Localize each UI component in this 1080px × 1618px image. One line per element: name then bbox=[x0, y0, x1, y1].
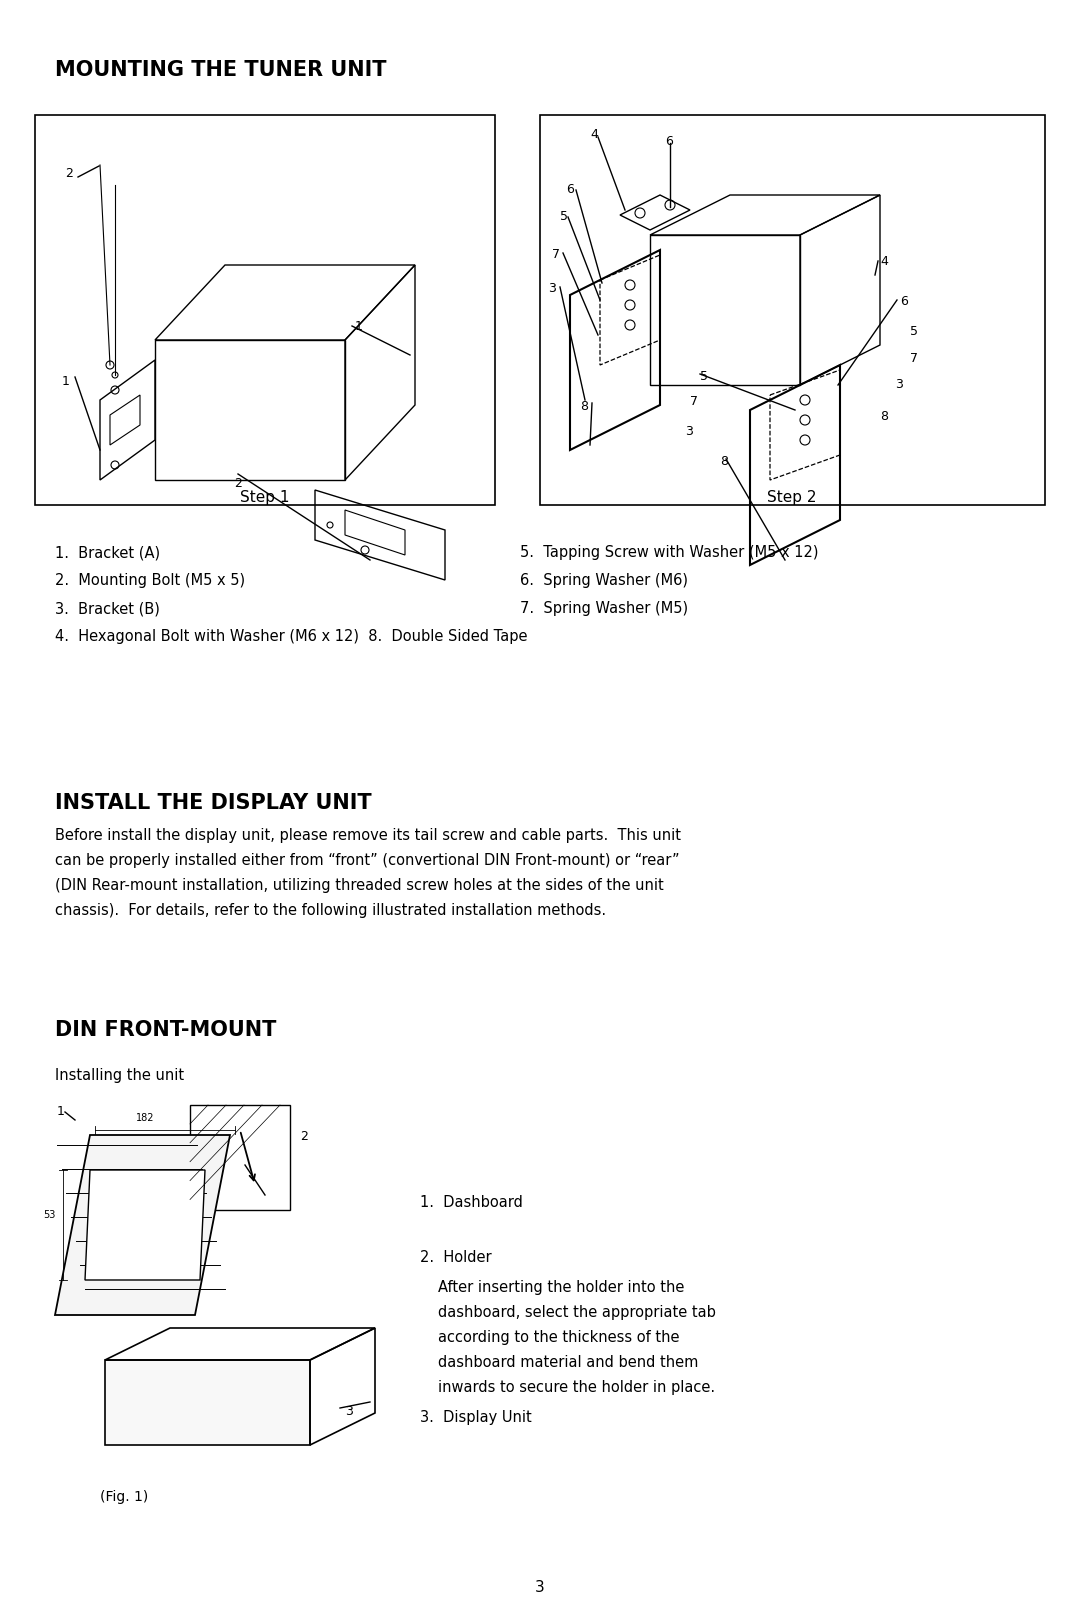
Text: 53: 53 bbox=[43, 1210, 55, 1220]
Text: 7.  Spring Washer (M5): 7. Spring Washer (M5) bbox=[519, 600, 688, 616]
Text: according to the thickness of the: according to the thickness of the bbox=[438, 1330, 679, 1345]
Text: Installing the unit: Installing the unit bbox=[55, 1068, 184, 1082]
Text: 2: 2 bbox=[300, 1129, 308, 1142]
Text: 7: 7 bbox=[552, 248, 561, 260]
Text: 1.  Dashboard: 1. Dashboard bbox=[420, 1196, 523, 1210]
Text: dashboard, select the appropriate tab: dashboard, select the appropriate tab bbox=[438, 1306, 716, 1320]
Text: 6: 6 bbox=[900, 294, 908, 307]
Text: 8: 8 bbox=[720, 455, 728, 468]
Text: 3.  Display Unit: 3. Display Unit bbox=[420, 1409, 531, 1425]
Text: 3: 3 bbox=[548, 282, 556, 294]
Text: 1.  Bracket (A): 1. Bracket (A) bbox=[55, 545, 160, 560]
Text: 2.  Mounting Bolt (M5 x 5): 2. Mounting Bolt (M5 x 5) bbox=[55, 573, 245, 587]
Text: Step 2: Step 2 bbox=[767, 490, 816, 505]
Text: DIN FRONT-MOUNT: DIN FRONT-MOUNT bbox=[55, 1019, 276, 1040]
Polygon shape bbox=[55, 1134, 230, 1315]
Text: dashboard material and bend them: dashboard material and bend them bbox=[438, 1354, 699, 1370]
Text: can be properly installed either from “front” (convertional DIN Front-mount) or : can be properly installed either from “f… bbox=[55, 853, 679, 867]
Text: 7: 7 bbox=[910, 353, 918, 366]
Text: INSTALL THE DISPLAY UNIT: INSTALL THE DISPLAY UNIT bbox=[55, 793, 372, 812]
Text: 7: 7 bbox=[690, 395, 698, 408]
Text: Step 1: Step 1 bbox=[240, 490, 289, 505]
Text: 5: 5 bbox=[561, 210, 568, 223]
Text: 2: 2 bbox=[65, 167, 72, 180]
Text: 4: 4 bbox=[590, 128, 598, 141]
Bar bbox=[35, 115, 495, 505]
Text: 8: 8 bbox=[880, 409, 888, 422]
Text: inwards to secure the holder in place.: inwards to secure the holder in place. bbox=[438, 1380, 715, 1395]
Bar bbox=[540, 115, 1045, 505]
Text: Before install the display unit, please remove its tail screw and cable parts.  : Before install the display unit, please … bbox=[55, 828, 681, 843]
Text: 8: 8 bbox=[580, 400, 588, 413]
Text: 3: 3 bbox=[535, 1581, 545, 1595]
Text: 5: 5 bbox=[910, 325, 918, 338]
Text: chassis).  For details, refer to the following illustrated installation methods.: chassis). For details, refer to the foll… bbox=[55, 903, 606, 917]
Text: 4.  Hexagonal Bolt with Washer (M6 x 12)  8.  Double Sided Tape: 4. Hexagonal Bolt with Washer (M6 x 12) … bbox=[55, 629, 527, 644]
Text: 1: 1 bbox=[355, 320, 363, 333]
Text: 2.  Holder: 2. Holder bbox=[420, 1251, 491, 1265]
Text: 5.  Tapping Screw with Washer (M5 x 12): 5. Tapping Screw with Washer (M5 x 12) bbox=[519, 545, 819, 560]
Text: 4: 4 bbox=[880, 256, 888, 269]
Text: 3: 3 bbox=[895, 379, 903, 392]
Text: 182: 182 bbox=[136, 1113, 154, 1123]
Text: 6: 6 bbox=[665, 134, 673, 147]
Text: (Fig. 1): (Fig. 1) bbox=[100, 1490, 148, 1505]
Text: 5: 5 bbox=[700, 371, 708, 383]
Text: 3.  Bracket (B): 3. Bracket (B) bbox=[55, 600, 160, 616]
Text: 3: 3 bbox=[345, 1404, 353, 1417]
Polygon shape bbox=[85, 1170, 205, 1280]
Text: 6.  Spring Washer (M6): 6. Spring Washer (M6) bbox=[519, 573, 688, 587]
Text: 6: 6 bbox=[566, 183, 573, 196]
Text: 2: 2 bbox=[234, 477, 242, 490]
Text: (DIN Rear-mount installation, utilizing threaded screw holes at the sides of the: (DIN Rear-mount installation, utilizing … bbox=[55, 879, 664, 893]
Polygon shape bbox=[105, 1361, 310, 1445]
Text: After inserting the holder into the: After inserting the holder into the bbox=[438, 1280, 685, 1294]
Bar bbox=[190, 1105, 291, 1210]
Text: 1: 1 bbox=[57, 1105, 65, 1118]
Text: 3: 3 bbox=[685, 426, 693, 438]
Text: MOUNTING THE TUNER UNIT: MOUNTING THE TUNER UNIT bbox=[55, 60, 387, 79]
Text: 1: 1 bbox=[62, 375, 70, 388]
